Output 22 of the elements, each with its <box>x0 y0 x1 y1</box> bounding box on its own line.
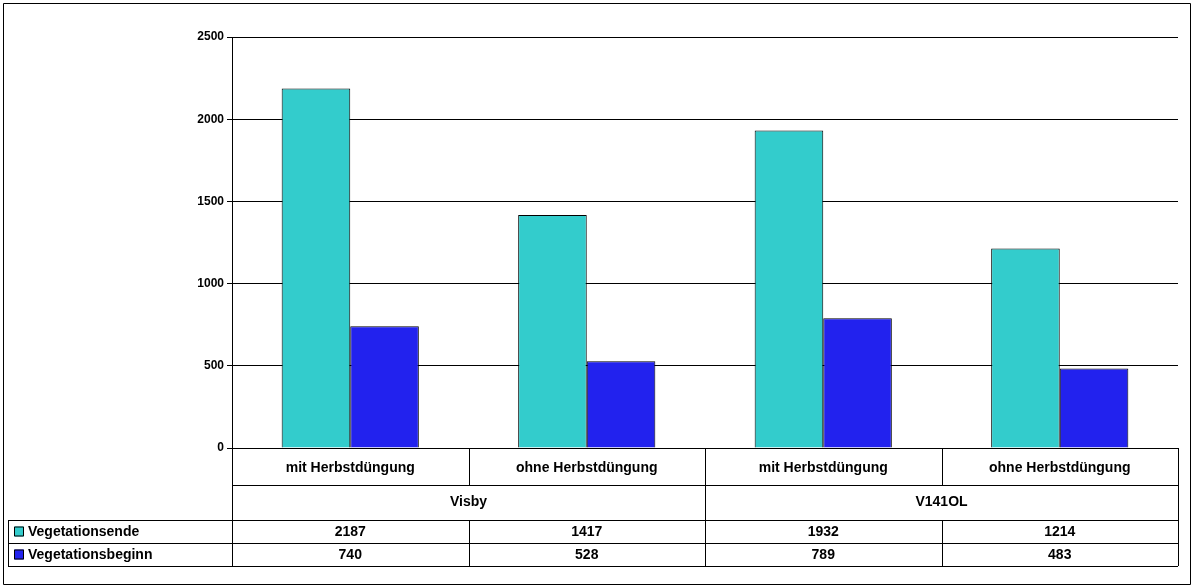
data-label: 2187 <box>334 523 367 540</box>
text: Visby <box>449 493 488 510</box>
text: V141OL <box>915 493 969 510</box>
data-label: 1417 <box>571 523 603 540</box>
x-tick-label: mit Herbstdüngung <box>758 459 888 476</box>
data-label: 483 <box>1048 546 1072 563</box>
y-tick-label: 0 <box>217 440 225 455</box>
legend-label: Vegetationsbeginn <box>28 546 153 563</box>
data-label: 740 <box>338 546 363 563</box>
y-tick-label: 1500 <box>197 193 225 208</box>
y-tick-label: 2000 <box>197 111 225 126</box>
data-label: 1214 <box>1044 523 1076 540</box>
x-tick-label: mit Herbstdüngung <box>285 459 415 476</box>
y-tick-label: 500 <box>203 358 225 373</box>
x-tick-label: ohne Herbstdüngung <box>988 459 1131 476</box>
y-tick-label: 2500 <box>197 29 225 44</box>
data-label: 789 <box>811 546 836 563</box>
legend-label: Vegetationsende <box>28 523 140 540</box>
data-label: 528 <box>575 546 599 563</box>
data-label: 1932 <box>807 523 840 540</box>
x-tick-label: ohne Herbstdüngung <box>515 459 658 476</box>
y-tick-label: 1000 <box>197 275 225 290</box>
